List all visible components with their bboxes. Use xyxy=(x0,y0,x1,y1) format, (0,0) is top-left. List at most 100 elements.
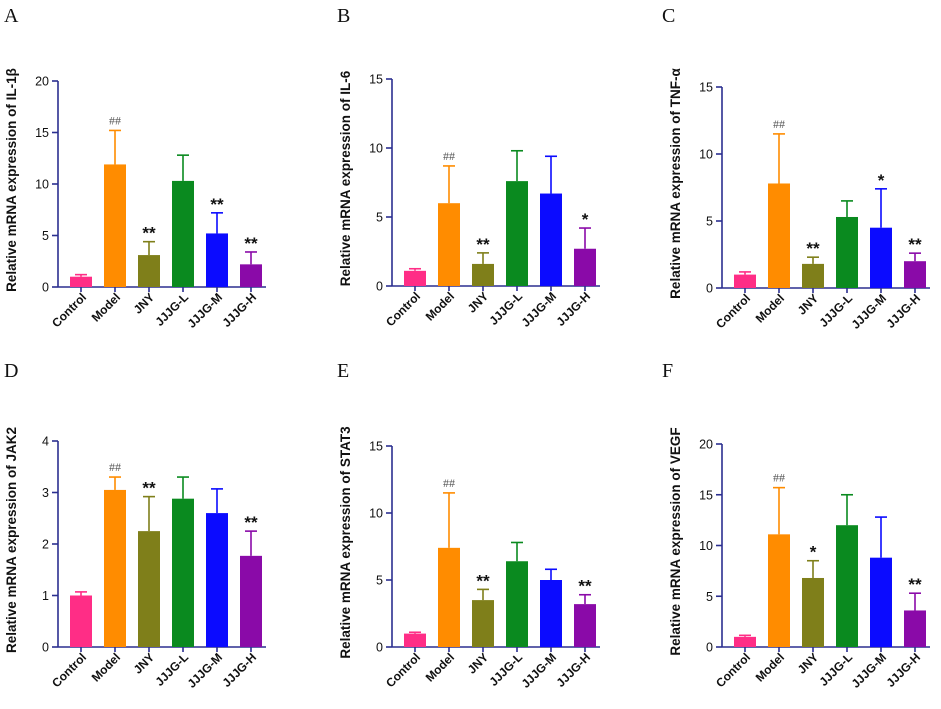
x-tick-label-control: Control xyxy=(49,290,89,330)
x-tick-label-jjjg-m: JJJG-M xyxy=(849,291,890,332)
bar-model xyxy=(104,489,126,647)
significance-star-label: ** xyxy=(806,239,820,258)
y-tick-label: 5 xyxy=(42,229,49,243)
bar-jjjg-h xyxy=(574,604,596,647)
panel-letter: D xyxy=(4,360,18,382)
y-tick-label: 20 xyxy=(35,75,49,89)
bar-jjjg-l xyxy=(506,561,528,647)
panel-letter: F xyxy=(662,360,673,382)
bar-jny xyxy=(472,263,494,286)
bar-control xyxy=(70,595,92,647)
significance-star-label: * xyxy=(810,543,817,562)
panel-B: B Relative mRNA expression of IL-6 0 5 10 15 C… xyxy=(337,5,600,330)
y-tick-label: 10 xyxy=(369,507,383,521)
x-tick-label-model: Model xyxy=(423,289,457,323)
x-tick-label-jny: JNY xyxy=(465,289,491,315)
significance-hash-label: ## xyxy=(109,460,121,474)
x-tick-label-jjjg-h: JJJG-H xyxy=(554,650,594,690)
bar-model xyxy=(104,164,126,287)
y-tick-label: 0 xyxy=(42,281,49,295)
x-tick-label-model: Model xyxy=(753,650,787,684)
bar-jjjg-l xyxy=(172,498,194,647)
x-tick-label-control: Control xyxy=(713,650,753,690)
x-tick-label-jjjg-m: JJJG-M xyxy=(185,290,226,331)
panel-E: E Relative mRNA expression of STAT3 0 5 10 15… xyxy=(337,360,600,691)
y-tick-label: 3 xyxy=(42,486,49,500)
x-tick-label-model: Model xyxy=(89,650,123,684)
y-tick-label: 5 xyxy=(706,590,713,604)
y-tick-label: 4 xyxy=(42,435,49,449)
y-tick-label: 15 xyxy=(369,73,383,87)
y-axis-label: Relative mRNA expression of STAT3 xyxy=(338,426,353,659)
x-tick-label-jjjg-l: JJJG-L xyxy=(816,650,855,689)
y-tick-label: 10 xyxy=(699,539,713,553)
panel-C: C Relative mRNA expression of TNF-α 0 5 10 15… xyxy=(662,5,930,332)
panel-F: F Relative mRNA expression of VEGF 0 5 10 15 2… xyxy=(662,360,930,691)
y-tick-label: 0 xyxy=(376,280,383,294)
y-tick-label: 5 xyxy=(706,215,713,229)
x-tick-label-jjjg-m: JJJG-M xyxy=(185,650,226,691)
y-axis-label: Relative mRNA expression of IL-1β xyxy=(4,68,19,292)
bar-model xyxy=(438,203,460,286)
y-tick-label: 0 xyxy=(376,641,383,655)
x-tick-label-jjjg-h: JJJG-H xyxy=(554,289,594,329)
bar-jny xyxy=(802,263,824,288)
panel-letter: E xyxy=(337,360,349,382)
x-tick-label-control: Control xyxy=(49,650,89,690)
bar-control xyxy=(734,274,756,288)
significance-star-label: ** xyxy=(578,577,592,596)
y-axis-label: Relative mRNA expression of VEGF xyxy=(668,427,683,655)
x-tick-label-jjjg-m: JJJG-M xyxy=(849,650,890,691)
bar-jjjg-h xyxy=(240,264,262,287)
significance-hash-label: ## xyxy=(443,476,455,490)
x-tick-label-jjjg-h: JJJG-H xyxy=(884,291,924,331)
x-tick-label-jjjg-m: JJJG-M xyxy=(519,289,560,330)
y-tick-label: 20 xyxy=(699,438,713,452)
significance-star-label: ** xyxy=(142,479,156,498)
x-tick-label-model: Model xyxy=(89,290,123,324)
y-tick-label: 1 xyxy=(42,589,49,603)
x-tick-label-jjjg-l: JJJG-L xyxy=(152,650,191,689)
x-tick-label-control: Control xyxy=(383,650,423,690)
x-tick-label-jjjg-l: JJJG-L xyxy=(486,650,525,689)
significance-star-label: ** xyxy=(476,235,490,254)
significance-star-label: ** xyxy=(244,513,258,532)
x-tick-label-control: Control xyxy=(713,291,753,331)
y-tick-label: 10 xyxy=(699,148,713,162)
bar-jjjg-h xyxy=(904,610,926,647)
bar-jjjg-h xyxy=(240,555,262,647)
significance-hash-label: ## xyxy=(443,149,455,163)
x-tick-label-jny: JNY xyxy=(131,290,157,316)
y-tick-label: 10 xyxy=(369,142,383,156)
y-axis-label: Relative mRNA expression of IL-6 xyxy=(338,70,353,286)
bar-jjjg-m xyxy=(870,227,892,288)
x-tick-label-jny: JNY xyxy=(795,291,821,317)
bar-jjjg-l xyxy=(172,180,194,287)
x-tick-label-jjjg-h: JJJG-H xyxy=(884,650,924,690)
y-tick-label: 15 xyxy=(369,440,383,454)
bar-control xyxy=(404,633,426,647)
bar-model xyxy=(438,547,460,647)
x-tick-label-jny: JNY xyxy=(795,650,821,676)
significance-star-label: ** xyxy=(244,234,258,253)
significance-star-label: ** xyxy=(142,224,156,243)
bar-jjjg-l xyxy=(836,525,858,647)
significance-star-label: ** xyxy=(908,575,922,594)
x-tick-label-model: Model xyxy=(423,650,457,684)
x-tick-label-jjjg-l: JJJG-L xyxy=(152,290,191,329)
bar-jny xyxy=(802,577,824,647)
x-tick-label-jjjg-h: JJJG-H xyxy=(220,650,260,690)
panel-letter: B xyxy=(337,5,350,27)
significance-hash-label: ## xyxy=(773,117,785,131)
panel-A: A Relative mRNA expression of IL-1β 0 5 10 15… xyxy=(4,5,266,331)
panel-D: D Relative mRNA expression of JAK2 0 1 2 3 4 Co… xyxy=(4,360,266,691)
y-tick-label: 15 xyxy=(699,488,713,502)
bar-control xyxy=(734,636,756,647)
x-tick-label-jny: JNY xyxy=(131,650,157,676)
bar-jjjg-m xyxy=(870,557,892,647)
y-tick-label: 15 xyxy=(699,81,713,95)
y-axis-label: Relative mRNA expression of JAK2 xyxy=(4,427,19,653)
bar-jjjg-m xyxy=(206,513,228,647)
x-tick-label-jny: JNY xyxy=(465,650,491,676)
y-axis-label: Relative mRNA expression of TNF-α xyxy=(668,68,683,299)
